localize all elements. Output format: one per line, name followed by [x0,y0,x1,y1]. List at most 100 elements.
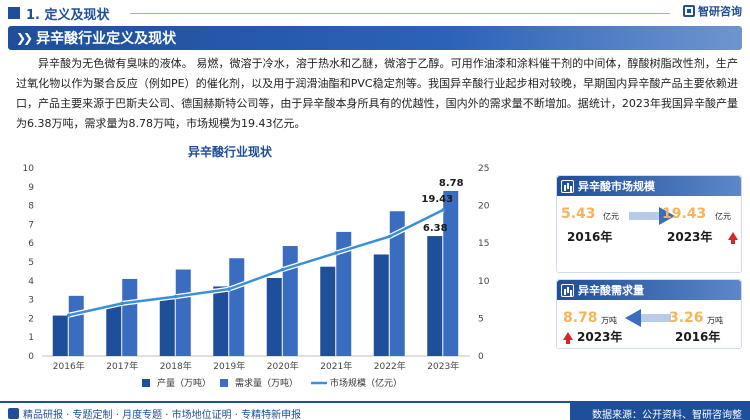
y-right-tick-label: 15 [478,239,489,249]
y-left-tick-label: 5 [28,258,34,268]
increase-arrow-icon [728,232,738,244]
y-left-tick-label: 9 [28,183,34,193]
page-title-bar: ❯❯ 异辛酸行业定义及现状 [8,26,742,50]
footer-source: 数据来源：公开资料、智研咨询整理 [570,403,750,420]
production-bar [373,254,389,356]
demand-left-value: 8.78 [563,310,598,326]
y-left-tick-label: 8 [28,202,34,212]
legend-label: 产量（万吨） [157,377,211,389]
brand-name: 智研咨询 [698,5,742,18]
x-tick-label: 2019年 [213,360,245,372]
y-left-tick-label: 4 [28,277,34,287]
y-left-tick-label: 2 [28,314,34,324]
y-left-tick-label: 3 [28,296,34,306]
legend-label: 需求量（万吨） [235,377,298,389]
arrow-right-icon [629,207,675,225]
y-right-tick-label: 5 [478,314,484,324]
market-size-point [441,208,446,212]
footer-services: 精品研报 · 专题定制 · 月度专题 · 市场地位证明 · 专精特新申报 [8,406,301,420]
demand-left-unit: 万吨 [601,316,617,325]
x-tick-label: 2022年 [374,360,406,372]
market-from-year: 2016年 [567,230,613,244]
demand-card-header: 异辛酸需求量 [557,280,741,300]
demand-card: 异辛酸需求量 8.78 万吨 2023年 3.26 万吨 2016年 [556,279,742,349]
x-tick-label: 2016年 [53,360,85,372]
demand-bar [175,269,191,356]
market-size-point [387,234,392,239]
y-left-tick-label: 1 [28,333,34,343]
market-from-unit: 亿元 [603,212,619,221]
market-size-card: 异辛酸市场规模 5.43 亿元 2016年 19.43 亿元 2023年 [556,175,742,273]
section-header: 1. 定义及现状 [8,4,110,23]
brand-logo-icon [683,5,695,17]
y-left-tick-label: 0 [28,352,34,362]
x-tick-label: 2023年 [427,360,459,372]
market-card-title: 异辛酸市场规模 [578,180,655,193]
demand-bar [122,278,138,356]
y-right-tick-label: 0 [478,352,484,362]
footer-divider [0,401,750,403]
x-tick-label: 2021年 [320,360,352,372]
market-size-point [173,294,178,299]
production-bar [213,286,229,356]
legend-swatch [220,379,228,387]
y-right-tick-label: 20 [478,202,490,212]
demand-bar [336,231,352,356]
y-right-tick-label: 25 [478,164,489,174]
x-tick-label: 2020年 [267,360,299,372]
bar-chart-icon [561,283,574,297]
chart-title: 异辛酸行业现状 [188,145,273,159]
market-size-point [120,301,125,306]
legend-swatch [142,379,150,387]
production-bar [106,304,122,356]
increase-arrow-icon [563,332,573,344]
y-left-tick-label: 10 [23,164,35,174]
footer-services-text: 精品研报 · 专题定制 · 月度专题 · 市场地位证明 · 专精特新申报 [23,410,302,420]
y-left-tick-label: 7 [28,220,34,230]
section-square-icon [8,7,20,19]
x-tick-label: 2017年 [106,360,138,372]
demand-right-value: 3.26 [669,310,704,326]
y-left-tick-label: 6 [28,239,34,249]
x-tick-label: 2018年 [160,360,192,372]
data-label: 8.78 [439,178,464,189]
market-card-header: 异辛酸市场规模 [557,176,741,196]
footer-logo-icon [8,408,19,419]
legend-label: 市场规模（亿元） [330,377,402,389]
industry-chart: 0 1 2 3 4 5 6 7 8 9 10 0 5 10 15 20 25 2016年 2017年 2018年 201… [23,164,490,389]
arrow-left-icon [625,309,671,327]
bar-chart-icon [561,179,574,193]
page-title: 异辛酸行业定义及现状 [36,31,177,47]
demand-left-year: 2023年 [577,330,623,344]
production-bar [266,277,282,356]
data-label: 6.38 [423,223,448,234]
header-divider [130,13,670,14]
production-bar [52,315,68,356]
y-right-tick-label: 10 [478,277,490,287]
demand-bar [443,190,459,356]
data-label: 19.43 [421,194,453,205]
production-bar [320,266,336,356]
demand-bar [389,211,405,356]
demand-bar [68,295,84,356]
footer: 精品研报 · 专题定制 · 月度专题 · 市场地位证明 · 专精特新申报 数据来… [0,403,750,420]
brand-logo: 智研咨询 [683,3,742,19]
demand-right-year: 2016年 [675,330,721,344]
section-label: 1. 定义及现状 [26,7,110,23]
production-bar [159,297,175,356]
market-to-unit: 亿元 [715,212,731,221]
market-size-point [66,313,71,317]
double-chevron-icon: ❯❯ [16,31,33,45]
market-to-year: 2023年 [667,230,713,244]
market-size-point [334,251,339,255]
intro-paragraph: 异辛酸为无色微有臭味的液体。 易燃，微溶于冷水，溶于热水和乙醚，微溶于乙醇。可用… [16,57,738,130]
market-size-point [227,287,232,291]
market-size-line [68,208,444,317]
production-bar [427,236,443,356]
demand-bar [229,258,245,356]
market-size-point [280,267,285,272]
demand-right-unit: 万吨 [707,316,723,325]
demand-card-title: 异辛酸需求量 [578,284,644,297]
market-from-value: 5.43 [561,206,596,222]
market-to-value: 19.43 [662,206,707,222]
